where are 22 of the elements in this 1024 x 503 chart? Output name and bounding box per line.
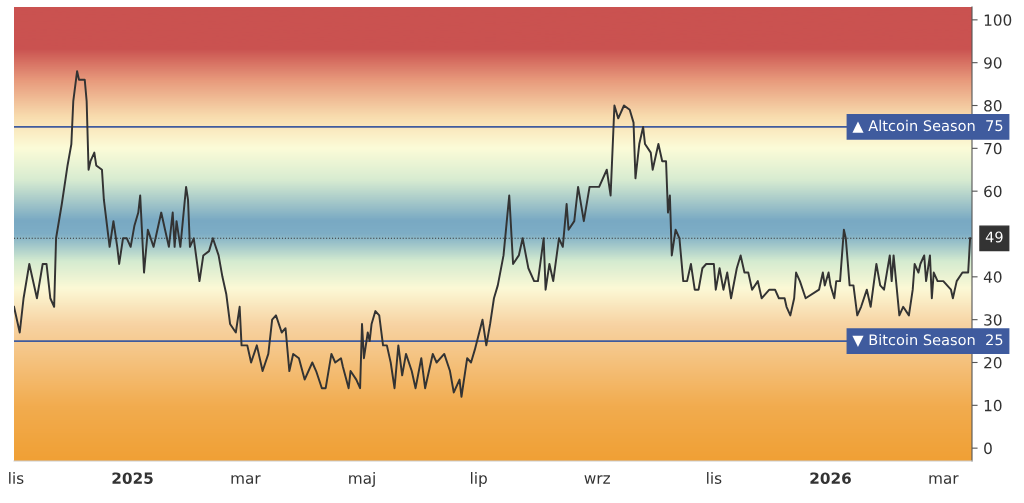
y-tick-label: 0 <box>984 442 992 455</box>
x-tick-label: 2025 <box>112 472 153 484</box>
y-tick-label: 90 <box>984 57 1002 69</box>
y-tick-label: 60 <box>984 185 1002 198</box>
y-tick-label: 100 <box>984 14 1012 26</box>
x-tick-label: lis <box>9 472 24 484</box>
x-tick-label: mar <box>231 475 261 484</box>
y-tick-label: 30 <box>984 314 1002 326</box>
y-tick-label: 20 <box>984 356 1002 369</box>
ref-line-label: 49 <box>985 231 1003 243</box>
x-tick-label: maj <box>349 472 375 487</box>
ref-line-label: ▲ Altcoin Season 75 <box>852 119 1003 133</box>
y-tick-label: 80 <box>984 99 1002 112</box>
y-tick-label: 40 <box>983 271 1002 283</box>
ref-line-label: ▼ Bitcoin Season 25 <box>852 334 1003 347</box>
x-tick-label: mar <box>929 475 959 484</box>
y-tick-label: 70 <box>984 142 1002 155</box>
x-tick-label: lip <box>471 472 487 487</box>
y-tick-label: 10 <box>984 399 1002 412</box>
x-tick-label: lis <box>707 472 722 484</box>
x-tick-label: 2026 <box>810 472 851 484</box>
x-tick-label: wrz <box>584 475 610 484</box>
